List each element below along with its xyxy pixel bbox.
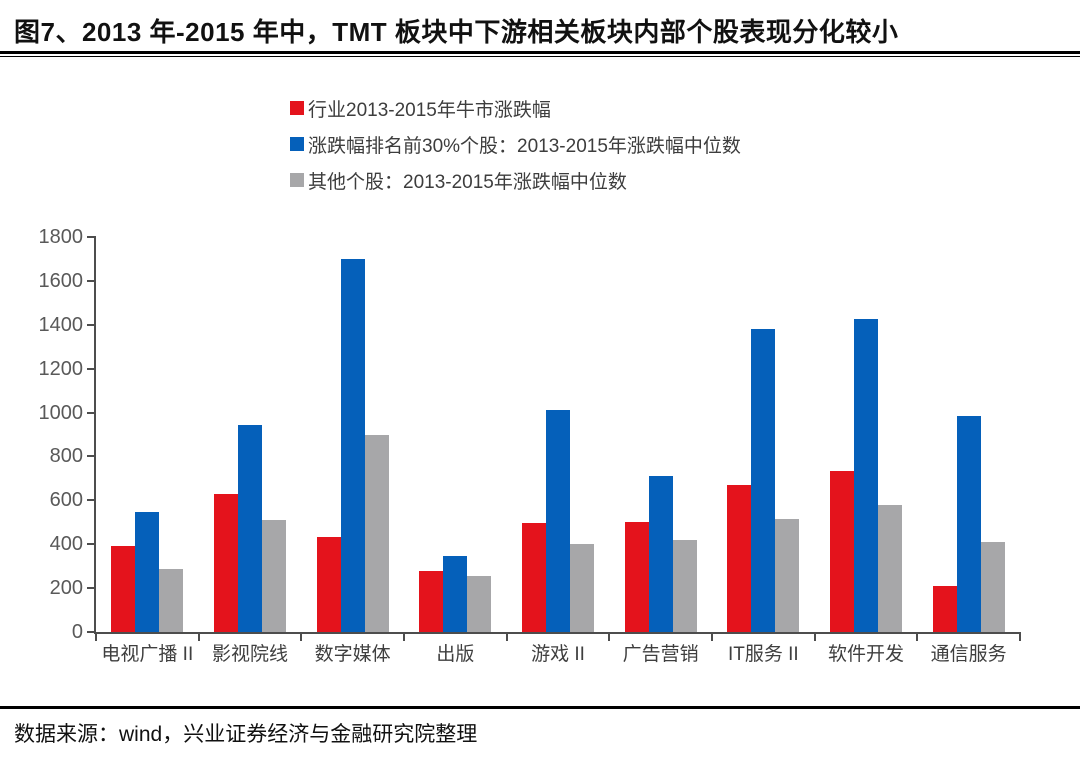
bar [111,546,136,632]
bar [932,585,957,632]
page-title: 图7、2013 年-2015 年中，TMT 板块中下游相关板块内部个股表现分化较… [14,17,899,47]
bar [854,319,878,632]
y-axis-tick [87,279,96,282]
y-tick-label: 200 [49,577,83,600]
x-category-label: 电视广播 II [101,644,194,665]
x-category-label: 通信服务 [930,644,1007,665]
x-axis-tick [1019,632,1021,641]
y-tick-label: 1000 [38,401,84,424]
y-axis-tick [87,411,96,414]
bar [522,523,546,632]
bar [672,539,697,632]
y-axis-tick [87,367,96,370]
chart-legend: 行业2013-2015年牛市涨跌幅 涨跌幅排名前30%个股：2013-2015年… [290,98,741,193]
legend-label: 其他个股：2013-2015年涨跌幅中位数 [308,171,627,193]
legend-swatch-red-icon [290,101,304,115]
y-axis-tick [87,587,96,590]
y-tick-label: 1200 [38,357,84,380]
x-axis-tick [197,632,200,641]
y-axis-tick [87,323,96,326]
y-axis-line [94,237,96,634]
x-axis-line [94,632,1020,634]
y-axis-tick [87,499,96,502]
bar [262,520,286,632]
bar [751,329,776,632]
bar [570,544,594,632]
x-category-label: 数字媒体 [314,644,391,665]
y-tick-label: 1600 [38,269,84,292]
y-tick-label: 0 [71,621,83,643]
x-axis-tick [916,632,919,641]
legend-item-industry: 行业2013-2015年牛市涨跌幅 [290,98,741,121]
bar [419,570,444,632]
x-category-label: 影视院线 [211,644,288,665]
data-source-note: 数据来源：wind，兴业证券经济与金融研究院整理 [14,723,478,746]
legend-label: 行业2013-2015年牛市涨跌幅 [308,99,551,121]
y-tick-label: 400 [49,533,83,556]
x-axis-tick [813,632,816,641]
bar [316,536,341,632]
bar [159,569,184,632]
legend-item-top30: 涨跌幅排名前30%个股：2013-2015年涨跌幅中位数 [290,134,741,157]
bar [878,504,902,632]
bar [648,476,673,632]
bar [364,434,389,632]
legend-swatch-gray-icon [290,173,304,187]
bar [467,576,492,632]
x-axis-tick [95,632,97,641]
bar [775,518,800,632]
bar [135,512,160,632]
footer-divider [0,706,1080,709]
x-category-label: IT服务 II [727,644,799,665]
x-axis-tick [300,632,303,641]
bar [340,258,365,632]
title-divider [0,51,1080,57]
y-axis-tick [87,543,96,546]
x-category-label: 游戏 II [531,644,585,665]
bar [624,522,649,632]
x-axis-tick [505,632,508,641]
x-category-label: 软件开发 [827,644,904,665]
y-tick-label: 1400 [38,313,84,336]
x-axis-tick [403,632,405,641]
legend-item-other: 其他个股：2013-2015年涨跌幅中位数 [290,170,741,193]
bar [443,556,468,632]
y-tick-label: 800 [49,445,83,468]
x-axis-tick [608,632,611,641]
y-tick-label: 600 [49,489,83,512]
y-axis-tick [87,236,96,238]
bar [214,493,238,632]
bar [830,470,854,632]
y-tick-label: 1800 [38,226,84,248]
x-category-label: 出版 [436,644,475,665]
bar [956,415,981,632]
bar [727,484,752,632]
legend-label: 涨跌幅排名前30%个股：2013-2015年涨跌幅中位数 [308,135,741,157]
legend-swatch-blue-icon [290,137,304,151]
y-axis-tick [87,631,96,633]
bar [238,424,262,632]
x-axis-tick [711,632,713,641]
bar [546,410,570,632]
y-axis-tick [87,455,96,458]
bar [980,542,1005,632]
x-category-label: 广告营销 [622,644,699,665]
